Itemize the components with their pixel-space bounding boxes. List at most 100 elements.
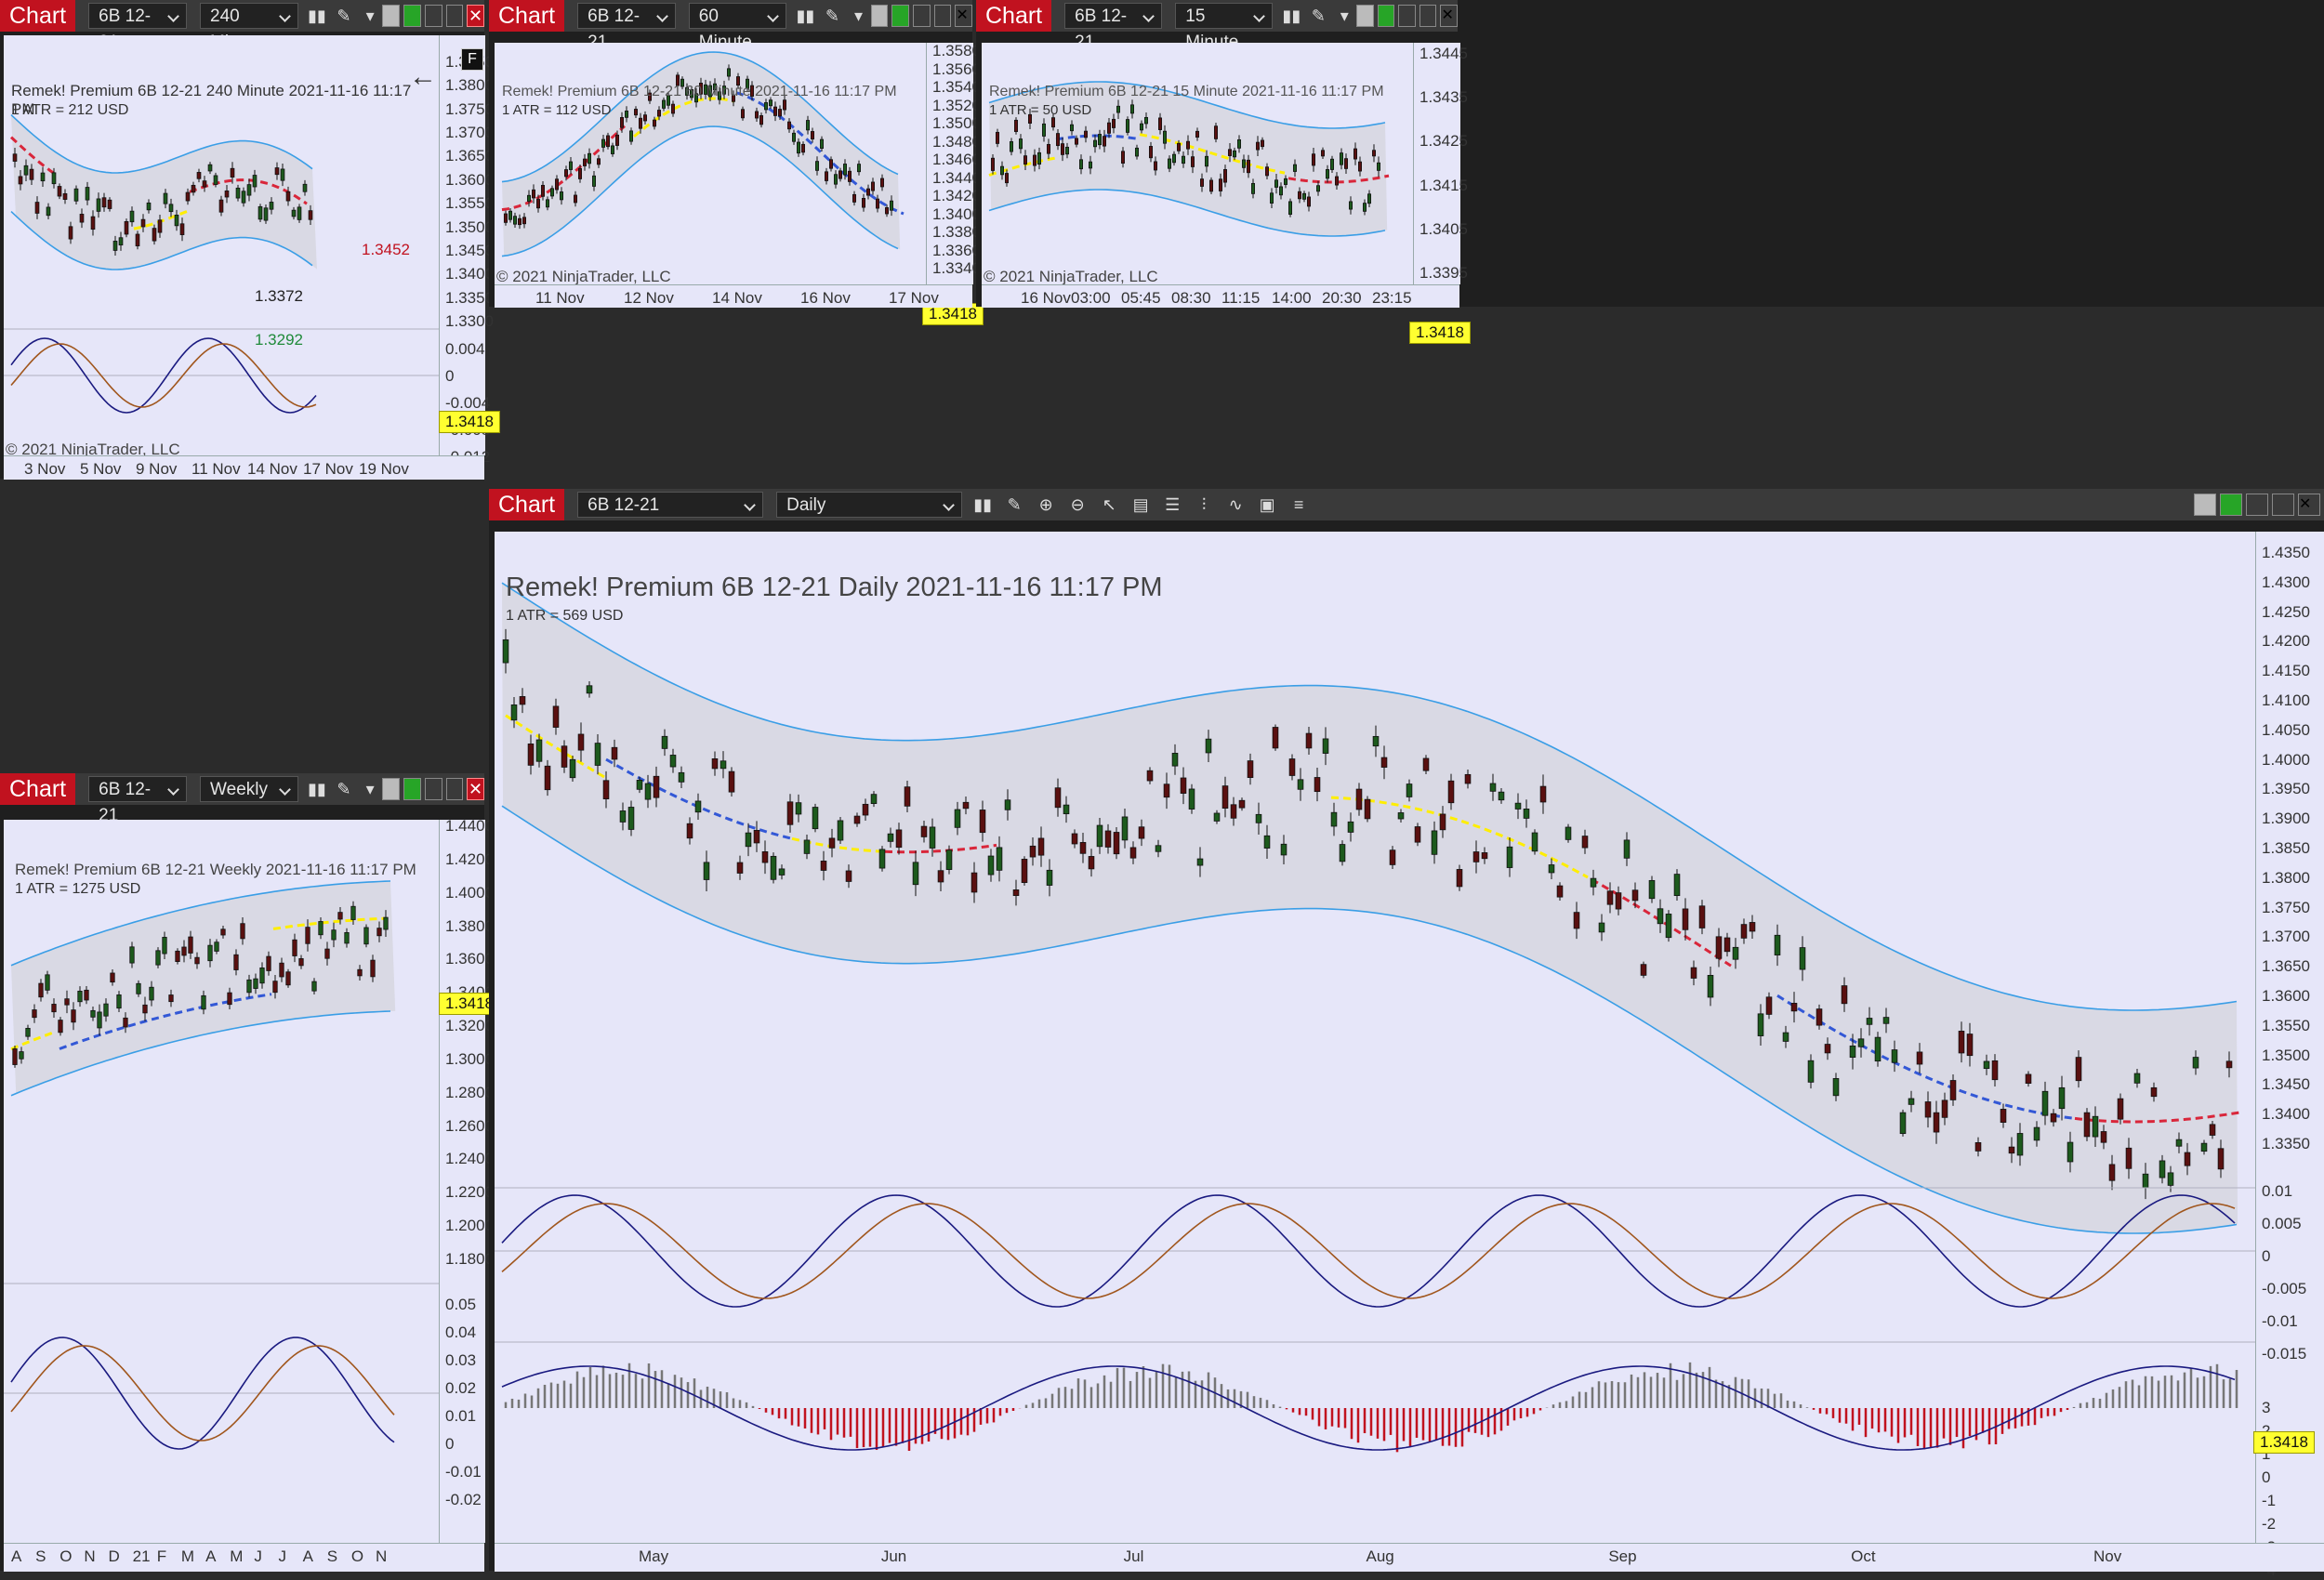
strategies-icon[interactable]: ∿ xyxy=(1228,495,1243,514)
candle-body xyxy=(29,168,34,180)
interval-selector[interactable]: 15 Minute xyxy=(1175,3,1274,52)
price-panel[interactable]: Remek! Premium 6B 12-21 15 Minute 2021-1… xyxy=(982,43,1413,284)
maximize-icon[interactable] xyxy=(1419,5,1437,27)
price-axis[interactable]: 1.3580 1.3560 1.3540 1.3520 1.3500 1.3480 1.34… xyxy=(926,42,981,284)
maximize-icon[interactable] xyxy=(445,778,464,800)
dropdown-icon[interactable]: ▾ xyxy=(365,780,375,798)
close-icon[interactable]: ✕ xyxy=(1440,5,1458,27)
data-box-icon[interactable]: ▤ xyxy=(1132,495,1149,514)
close-icon[interactable]: ✕ xyxy=(467,5,484,27)
candle-body xyxy=(666,95,670,106)
time-axis[interactable]: May Jun Jul Aug Sep Oct Nov xyxy=(495,1543,2324,1572)
candle-body xyxy=(1422,757,1430,771)
chart-tab-label[interactable]: Chart xyxy=(0,0,76,32)
chart-tab-label[interactable]: Chart xyxy=(976,0,1052,32)
zoom-out-icon[interactable]: ⊖ xyxy=(1070,495,1085,514)
candle-body xyxy=(770,855,777,880)
maximize-icon[interactable] xyxy=(933,5,952,27)
candle-body xyxy=(592,175,597,187)
dropdown-icon[interactable]: ▾ xyxy=(365,7,375,25)
minimize-icon[interactable] xyxy=(2246,494,2268,516)
drawing-tool-icon[interactable]: ✎ xyxy=(1007,495,1022,514)
price-tick-label: 1.4300 xyxy=(2262,573,2310,591)
f-button[interactable]: F xyxy=(461,48,483,71)
candle-body xyxy=(214,941,219,952)
window-link-button[interactable] xyxy=(403,5,421,27)
candle-body xyxy=(1143,116,1148,125)
chart-tab-label[interactable]: Chart xyxy=(489,489,565,520)
price-panel[interactable]: Remek! Premium 6B 12-21 60 Minute 2021-1… xyxy=(495,43,926,284)
chart-tab-label[interactable]: Chart xyxy=(0,773,76,805)
candle-body xyxy=(1372,735,1380,747)
time-tick-label: 11:15 xyxy=(1221,289,1261,307)
candle-body xyxy=(1866,1018,1873,1025)
candle-body xyxy=(763,102,768,111)
instrument-selector[interactable]: 6B 12-21 xyxy=(88,776,188,825)
chart-tab-label[interactable]: Chart xyxy=(489,0,565,32)
drawing-tool-icon[interactable]: ✎ xyxy=(825,7,839,25)
bar-type-icon[interactable]: ▮▮ xyxy=(796,7,815,25)
time-axis[interactable]: 11 Nov 12 Nov 14 Nov 16 Nov 17 Nov xyxy=(495,284,972,308)
back-arrow-icon[interactable]: ← xyxy=(409,61,437,92)
indicators-icon[interactable]: ⫶ xyxy=(1201,495,1207,514)
instrument-selector[interactable]: 6B 12-21 xyxy=(577,3,676,52)
window-link-button[interactable] xyxy=(1377,5,1395,27)
interval-selector[interactable]: Daily xyxy=(776,492,963,518)
candle-body xyxy=(847,170,852,182)
candle-body xyxy=(1065,146,1070,155)
price-axis[interactable]: 1.44001.42001.40001.38001.36001.34001.32… xyxy=(439,817,494,1543)
close-icon[interactable]: ✕ xyxy=(467,778,484,800)
window-link-button[interactable] xyxy=(403,778,421,800)
instrument-selector[interactable]: 6B 12-21 xyxy=(88,3,188,52)
maximize-icon[interactable] xyxy=(445,5,464,27)
price-tick-label: 1.3380 xyxy=(932,223,981,241)
interval-selector[interactable]: 60 Minute xyxy=(688,3,787,52)
instrument-selector[interactable]: 6B 12-21 xyxy=(1064,3,1163,52)
interval-selector[interactable]: 240 Minute xyxy=(200,3,298,52)
chart-window-15min: Chart 6B 12-21 15 Minute ▮▮ ✎ ▾ ✕ Remek!… xyxy=(976,0,2324,344)
templates-icon[interactable]: ▣ xyxy=(1259,495,1275,514)
list-icon[interactable]: ≡ xyxy=(1293,495,1304,514)
close-icon[interactable]: ✕ xyxy=(955,5,972,27)
minimize-icon[interactable] xyxy=(1398,5,1416,27)
interval-selector[interactable]: Weekly xyxy=(200,776,298,802)
pointer-icon[interactable]: ↖ xyxy=(1102,495,1116,514)
bar-type-icon[interactable]: ▮▮ xyxy=(1282,7,1301,25)
price-axis[interactable]: 1.3445 1.3435 1.3425 1.3415 1.3405 1.3395 xyxy=(1413,43,1468,284)
price-axis[interactable]: 1.38501.38001.37501.37001.36501.36001.35… xyxy=(439,35,494,466)
dropdown-icon[interactable]: ▾ xyxy=(1340,7,1349,25)
drawing-tool-icon[interactable]: ✎ xyxy=(337,780,351,798)
time-axis[interactable]: 16 Nov 03:00 05:45 08:30 11:15 14:00 20:30 23:1… xyxy=(982,284,1459,308)
dropdown-icon[interactable]: ▾ xyxy=(854,7,864,25)
window-link-button[interactable] xyxy=(891,5,909,27)
window-color-button[interactable] xyxy=(1356,5,1374,27)
zoom-in-icon[interactable]: ⊕ xyxy=(1038,495,1053,514)
time-axis[interactable]: A S O N D 21 F M A M J J A S O N xyxy=(4,1543,484,1572)
price-panel[interactable]: Remek! Premium 6B 12-21 240 Minute 2021-… xyxy=(4,35,439,455)
window-color-button[interactable] xyxy=(870,5,889,27)
time-axis[interactable]: 3 Nov 5 Nov 9 Nov 11 Nov 14 Nov 17 Nov 19 Nov xyxy=(4,455,484,480)
bar-type-icon[interactable]: ▮▮ xyxy=(307,7,326,25)
properties-icon[interactable]: ☰ xyxy=(1165,495,1181,514)
bar-type-icon[interactable]: ▮▮ xyxy=(973,495,993,514)
minimize-icon[interactable] xyxy=(424,778,442,800)
window-link-button[interactable] xyxy=(2220,494,2242,516)
minimize-icon[interactable] xyxy=(912,5,931,27)
price-axis[interactable]: 1.4350 1.4300 1.4250 1.4200 1.4150 1.4100 1.40… xyxy=(2255,532,2324,1579)
minimize-icon[interactable] xyxy=(424,5,442,27)
candle-body xyxy=(522,217,526,225)
price-panel[interactable]: Remek! Premium 6B 12-21 Daily 2021-11-16… xyxy=(495,532,2255,1543)
window-color-button[interactable] xyxy=(2194,494,2216,516)
chart-toolbar: Chart 6B 12-21 60 Minute ▮▮ ✎ ▾ ✕ xyxy=(489,0,972,52)
price-panel[interactable]: Remek! Premium 6B 12-21 Weekly 2021-11-1… xyxy=(4,820,439,1543)
osc-tick-label: 0.04 xyxy=(445,1323,477,1341)
window-color-button[interactable] xyxy=(382,5,401,27)
close-icon[interactable]: ✕ xyxy=(2298,494,2320,516)
maximize-icon[interactable] xyxy=(2272,494,2294,516)
drawing-tool-icon[interactable]: ✎ xyxy=(337,7,351,25)
window-color-button[interactable] xyxy=(382,778,401,800)
instrument-selector[interactable]: 6B 12-21 xyxy=(577,492,764,518)
bar-type-icon[interactable]: ▮▮ xyxy=(307,780,326,798)
drawing-tool-icon[interactable]: ✎ xyxy=(1311,7,1326,25)
candle-body xyxy=(987,855,995,876)
